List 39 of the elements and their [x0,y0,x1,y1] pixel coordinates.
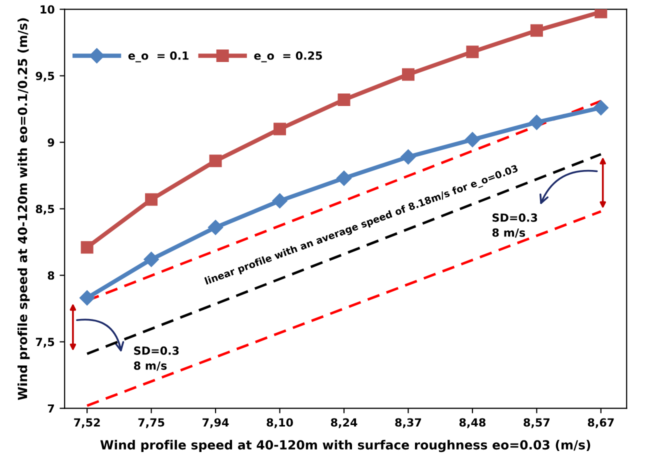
legend-label: e_o = 0.25 [254,51,322,62]
point [464,132,480,148]
y-axis-title: Wind profile speed at 40-120m with eo=0.1/0.25 (m/s) [18,18,30,400]
x-tick-label: 8,67 [588,418,614,428]
x-tick-label: 8,37 [395,418,422,428]
legend-label: e_o = 0.1 [128,51,188,62]
x-tick-label: 8,24 [330,418,358,428]
y-tick-label: 9,5 [36,72,54,82]
point [209,154,222,168]
annotation: SD=0.3 8 m/s [134,346,179,371]
y-tick-label: 8,5 [36,204,54,215]
point [80,241,94,254]
point [529,114,544,130]
point [338,93,350,106]
point [145,193,158,206]
x-tick-label: 8,48 [459,418,486,428]
x-tick-label: 8,10 [266,418,293,428]
x-tick-label: 7,75 [138,418,164,428]
y-tick-label: 7,5 [36,338,54,348]
point [593,100,608,116]
point [144,252,159,267]
y-tick-label: 9 [48,138,54,147]
x-axis-title: Wind profile speed at 40-120m with surface roughness eo=0.03 (m/s) [100,440,590,452]
y-tick-label: 7 [48,404,54,413]
x-tick-label: 7,94 [202,418,229,428]
y-tick-label: 8 [48,271,54,280]
x-tick-label: 8,57 [524,418,550,428]
point [400,149,416,164]
point [208,220,224,235]
point [402,68,414,81]
point [466,46,479,58]
point [272,193,288,208]
y-tick-label: 10 [40,5,54,14]
point [274,122,286,136]
point [336,170,352,186]
x-tick-label: 7,52 [74,418,100,428]
point [530,24,543,37]
point [80,290,95,306]
annotation: SD=0.3 8 m/s [492,213,538,238]
